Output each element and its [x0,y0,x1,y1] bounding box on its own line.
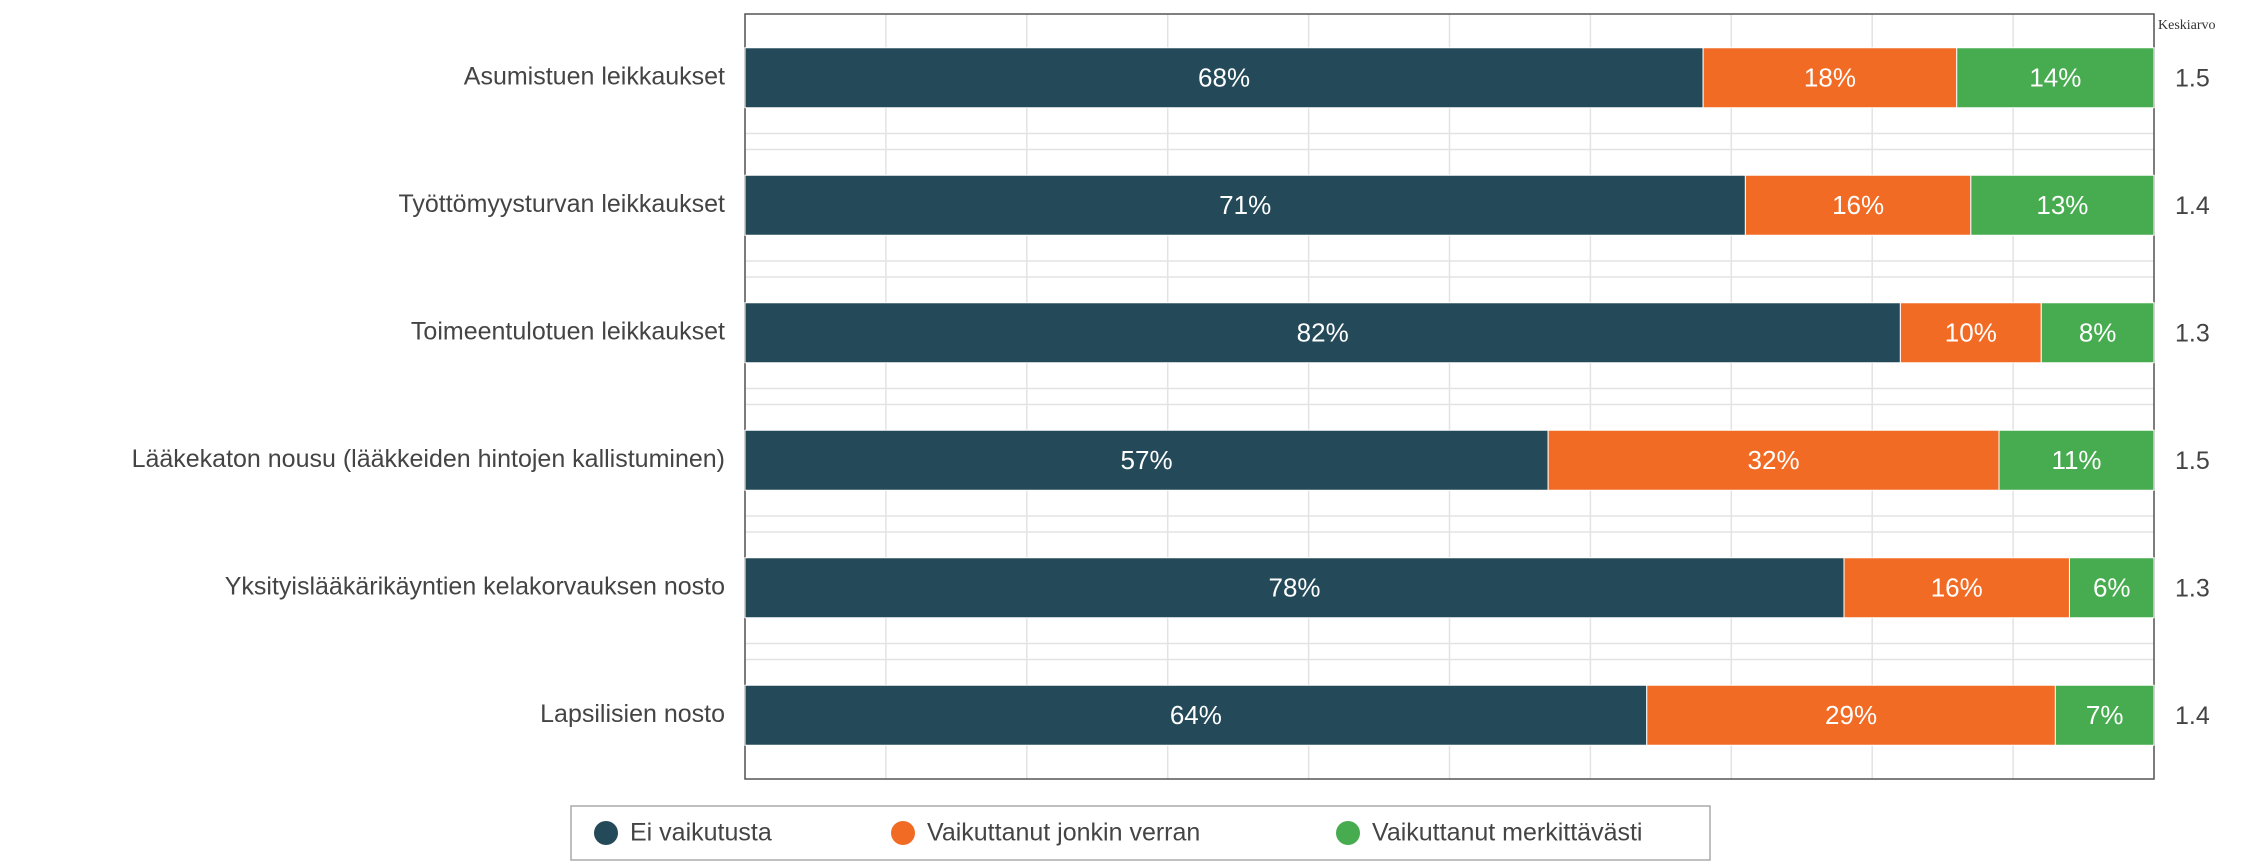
value-label: 78% [1268,573,1320,603]
bar-segment [744,47,1704,109]
bar-segment [1956,47,2155,109]
legend-marker [594,821,618,845]
value-label: 57% [1121,445,1173,475]
plot-frame [744,13,2155,780]
value-label: 6% [2093,573,2131,603]
legend-marker [891,821,915,845]
value-label: 82% [1297,318,1349,348]
average-value: 1.5 [2175,64,2210,92]
value-label: 16% [1832,190,1884,220]
value-label: 10% [1945,318,1997,348]
bar-segment [1744,174,1972,236]
bar-segment [2040,302,2155,364]
bar-segment [1702,47,1958,109]
category-label: Lapsilisien nosto [540,700,725,728]
bar-segment [744,429,1549,491]
value-label: 68% [1198,63,1250,93]
category-label: Toimeentulotuen leikkaukset [411,317,725,345]
category-label: Yksityislääkärikäyntien kelakorvauksen n… [225,572,725,600]
bar-segment [1843,557,2070,619]
category-label: Työttömyysturvan leikkaukset [398,190,725,218]
bar-segment [2054,684,2155,746]
bar-segment [1970,174,2155,236]
value-label: 64% [1170,700,1222,730]
legend-marker [1336,821,1360,845]
category-label: Asumistuen leikkaukset [464,62,725,90]
value-label: 32% [1748,445,1800,475]
value-label: 71% [1219,190,1271,220]
bar-segment [1547,429,2000,491]
bar-segment [2068,557,2155,619]
bar-segment [1998,429,2155,491]
bar-segment [744,684,1648,746]
legend-label: Vaikuttanut merkittävästi [1372,819,1642,847]
bar-segment [744,557,1845,619]
value-label: 18% [1804,63,1856,93]
legend-label: Ei vaikutusta [630,819,772,847]
value-label: 11% [2051,445,2101,475]
average-value: 1.3 [2175,574,2210,602]
average-value: 1.4 [2175,192,2210,220]
value-label: 16% [1931,573,1983,603]
legend-box [570,805,1711,861]
legend-label: Vaikuttanut jonkin verran [927,819,1200,847]
category-label: Lääkekaton nousu (lääkkeiden hintojen ka… [132,445,725,473]
average-header: Keskiarvo [2158,18,2216,33]
average-value: 1.3 [2175,319,2210,347]
value-label: 8% [2079,318,2117,348]
value-label: 29% [1825,700,1877,730]
bar-segment [744,174,1746,236]
average-value: 1.5 [2175,447,2210,475]
value-label: 13% [2036,190,2088,220]
bar-segment [1899,302,2042,364]
bar-segment [1646,684,2056,746]
value-label: 14% [2029,63,2081,93]
value-label: 7% [2086,700,2124,730]
average-value: 1.4 [2175,702,2210,730]
